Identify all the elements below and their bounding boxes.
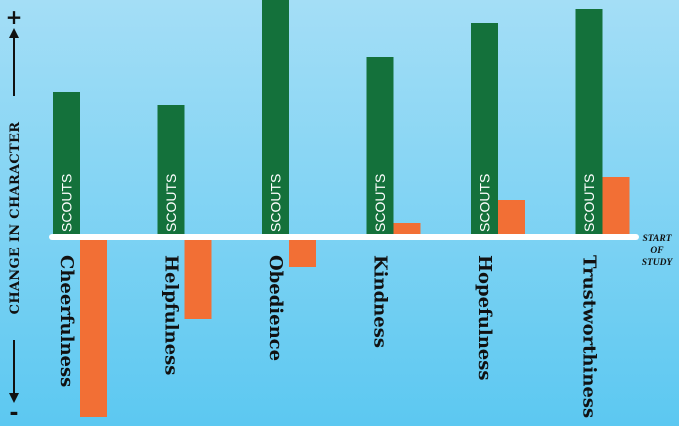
bar-label-scouts-hopefulness: SCOUTS: [477, 174, 493, 232]
category-label-trustworthiness: Trustworthiness: [579, 255, 600, 418]
bar-scouts-obedience: [262, 0, 289, 237]
bar-scouts-kindness: [366, 57, 394, 237]
bar-other-helpfulness: [184, 237, 212, 319]
y-axis-minus-label: -: [9, 401, 18, 426]
bar-other-obedience: [289, 237, 316, 267]
bar-label-scouts-helpfulness: SCOUTS: [163, 174, 179, 232]
category-labels: Cheerfulness Helpfulness Obedience Kindness…: [56, 255, 600, 418]
baseline-label: START OF STUDY: [642, 234, 674, 268]
bar-label-scouts-kindness: SCOUTS: [372, 174, 388, 232]
bars: SCOUTS SCOUTS SCOUTS SCOUTS SCOUTS SCOUTS: [53, 0, 630, 417]
bar-scouts-trustworthiness: [575, 9, 603, 237]
category-label-helpfulness: Helpfulness: [161, 255, 182, 375]
bar-other-cheerfulness: [80, 237, 107, 417]
category-label-kindness: Kindness: [370, 255, 391, 348]
y-axis: + CHANGE IN CHARACTER -: [6, 5, 23, 426]
bar-other-kindness: [393, 223, 421, 237]
category-label-obedience: Obedience: [265, 255, 286, 361]
bar-scouts-cheerfulness: [53, 92, 80, 237]
bar-label-scouts-trustworthiness: SCOUTS: [581, 174, 597, 232]
category-label-cheerfulness: Cheerfulness: [56, 255, 77, 387]
bar-label-scouts-cheerfulness: SCOUTS: [59, 174, 75, 232]
y-axis-arrow-up-head: [9, 28, 19, 38]
bar-scouts-helpfulness: [157, 105, 185, 237]
category-label-hopefulness: Hopefulness: [474, 255, 495, 381]
baseline-label-line-1: START: [642, 234, 672, 244]
baseline-label-line-3: STUDY: [642, 258, 674, 268]
baseline-label-line-2: OF: [650, 246, 664, 256]
bar-label-scouts-obedience: SCOUTS: [268, 174, 284, 232]
bar-other-trustworthiness: [602, 177, 630, 237]
y-axis-label: CHANGE IN CHARACTER: [8, 122, 23, 315]
y-axis-plus-label: +: [6, 5, 23, 29]
y-axis-arrow-down-head: [9, 393, 19, 403]
bar-other-hopefulness: [498, 200, 525, 237]
bar-scouts-hopefulness: [471, 23, 498, 237]
